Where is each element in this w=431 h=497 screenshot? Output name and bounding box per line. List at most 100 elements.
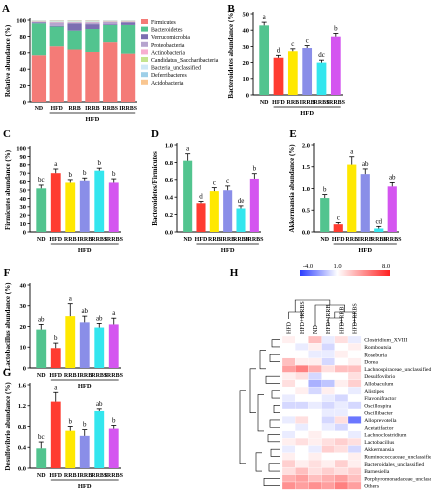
y-tick-label: 1.0 [165, 142, 173, 149]
heatmap-cell [281, 365, 296, 373]
bar [287, 51, 298, 95]
category-label: IRRB [77, 373, 92, 379]
heatmap-cell [334, 423, 349, 432]
row-dendrogram-branch [269, 419, 280, 428]
stacked-bar-segment [49, 26, 64, 47]
heatmap-cell [334, 343, 349, 351]
row-dendrogram-branch [265, 375, 280, 384]
heatmap-row-label: Acetatifactor [364, 424, 393, 431]
legend-label: Proteobacteria [151, 43, 185, 49]
heatmap-cell [295, 474, 309, 483]
row-dendrogram-branch [271, 390, 280, 399]
panel-letter-C: C [3, 128, 11, 140]
bar [333, 224, 343, 232]
row-dendrogram-branch [257, 394, 264, 432]
heatmap-column-label: HFD+RRB [339, 307, 345, 334]
bar [223, 190, 233, 232]
heatmap-cell [295, 350, 309, 359]
bar [347, 164, 357, 232]
category-label: IRRB [300, 100, 315, 106]
heatmap-row-label: Porphyromonadaceae_unclassified [364, 475, 431, 482]
heatmap-cell [308, 408, 322, 417]
stacked-bar-segment [103, 24, 118, 43]
category-label: RRB [208, 237, 221, 243]
heatmap-cell [347, 467, 362, 475]
significance-letter: b [112, 416, 116, 424]
heatmap-cell [321, 438, 335, 446]
heatmap-cell [347, 343, 362, 351]
heatmap-cell [308, 467, 322, 475]
panel-H: -4.0 1.0 8.0 HFD HFD+IRRBS ND HFD+IRRB HFD+RRB H… [239, 263, 431, 490]
legend-swatch [141, 57, 148, 62]
row-dendrogram-branch [271, 339, 280, 348]
legend-swatch [141, 72, 148, 78]
bar [94, 327, 105, 368]
panel-D: 0.0 0.2 0.4 0.6 0.8 1.0 Bacteroidetes/Firmicut… [151, 142, 264, 254]
heatmap-row-label: Lactobacillus [364, 440, 394, 446]
significance-letter: a [54, 383, 58, 391]
heatmap-cell [295, 481, 309, 490]
bar [259, 25, 270, 96]
category-label: ND [260, 100, 269, 106]
category-label: RRBS [91, 473, 108, 479]
y-tick-label: 80 [20, 34, 27, 41]
heatmap-cell [334, 452, 349, 461]
y-tick-label: 2.0 [302, 142, 310, 149]
legend-swatch [141, 19, 148, 24]
heatmap-cell [308, 474, 322, 483]
scale-mid-label: 1.0 [333, 263, 341, 270]
y-tick-label: 10 [20, 345, 27, 352]
bar [316, 62, 327, 95]
panel-E: 0.0 0.5 1.0 1.5 2.0 Akkermansia abundance (%)… [288, 142, 402, 254]
heatmap-row-label: Oscillospira [364, 403, 392, 409]
heatmap-cell [321, 379, 335, 388]
heatmap-cell [334, 386, 349, 395]
heatmap-cell [281, 372, 296, 380]
heatmap-cell [281, 357, 296, 366]
heatmap-cell [347, 452, 362, 461]
heatmap-row-label: Clostridium_XVIII [364, 338, 407, 344]
heatmap-cell [295, 365, 309, 373]
bar [50, 173, 61, 232]
y-tick-label: 1.0 [302, 186, 310, 193]
heatmap-cell [295, 408, 309, 417]
bar [36, 188, 47, 232]
stacked-bar-segment [67, 30, 82, 50]
bar [50, 348, 61, 368]
heatmap-row-label: Barnesiella [364, 469, 390, 475]
significance-letter: a [54, 160, 58, 168]
y-tick-label: 1.5 [302, 164, 311, 171]
y-axis-label: Desulfovibrio abundance (%) [4, 382, 12, 471]
heatmap-cell [334, 401, 349, 410]
heatmap-cell [321, 481, 335, 490]
stacked-bar-segment [31, 22, 47, 24]
y-tick-label: 60 [20, 50, 27, 57]
row-dendrogram-branch [249, 368, 256, 413]
category-label: IRRB [85, 106, 100, 112]
y-tick-label: 1.2 [18, 403, 26, 410]
y-tick-label: 0.0 [165, 229, 173, 236]
significance-letter: c [337, 213, 340, 221]
y-tick-label: 0 [23, 365, 26, 372]
heatmap-cell [281, 445, 296, 453]
y-axis-label: Lactobacillus abundance (%) [4, 282, 12, 371]
bar [108, 324, 119, 368]
heatmap-row-label: Ruminococcaceae_unclassified [364, 454, 431, 461]
significance-letter: b [334, 24, 338, 32]
heatmap-cell [347, 350, 362, 359]
bar [209, 191, 219, 232]
bar [302, 48, 313, 95]
y-tick-label: 30 [20, 303, 27, 310]
stacked-bar-segment [49, 20, 64, 22]
heatmap-cell [308, 416, 322, 424]
legend-label: Bacteroidetes [151, 28, 183, 34]
row-dendrogram-branch [268, 463, 280, 472]
y-tick-label: 40 [20, 196, 27, 203]
heatmap-cell [334, 438, 349, 446]
significance-letter: b [98, 159, 102, 167]
significance-letter: dc [318, 51, 325, 59]
heatmap-cell [347, 459, 362, 468]
heatmap-cell [295, 416, 309, 424]
y-tick-label: 40 [20, 67, 27, 74]
